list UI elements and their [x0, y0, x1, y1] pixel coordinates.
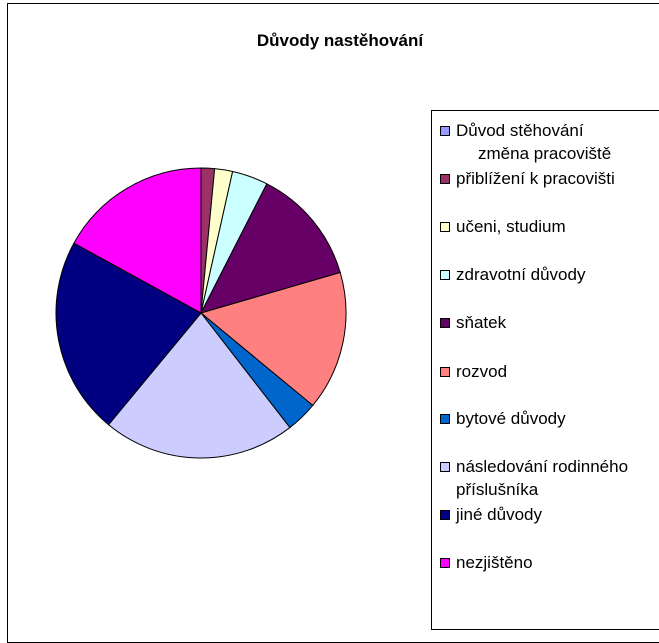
legend-label: zdravotní důvody	[456, 265, 586, 284]
chart-title: Důvody nastěhování	[256, 31, 424, 50]
legend-label: přiblížení k pracovišti	[456, 169, 615, 188]
pie-chart	[55, 167, 347, 459]
legend-swatch	[440, 367, 450, 377]
legend-label: Důvod stěhování	[456, 121, 584, 140]
legend-swatch	[440, 222, 450, 232]
legend: Důvod stěhování změna pracoviště přiblíž…	[431, 110, 659, 630]
pie-slice	[107, 312, 291, 459]
legend-swatch	[440, 510, 450, 520]
pie-slice	[55, 242, 202, 426]
legend-label: učeni, studium	[456, 217, 566, 236]
legend-swatch	[440, 318, 450, 328]
legend-label: nezjištěno	[456, 553, 533, 572]
legend-swatch	[440, 174, 450, 184]
legend-label: jiné důvody	[456, 505, 543, 524]
legend-label: sňatek	[456, 313, 507, 332]
pie-slice	[200, 183, 341, 314]
legend-swatch	[440, 414, 450, 424]
legend-swatch	[440, 462, 450, 472]
legend-label-line2: příslušníka	[456, 480, 539, 499]
legend-label: následování rodinného	[456, 457, 629, 476]
legend-label: bytové důvody	[456, 409, 566, 428]
legend-label: rozvod	[456, 362, 508, 381]
legend-label-line2: změna pracoviště	[478, 144, 612, 163]
legend-swatch	[440, 126, 450, 136]
legend-swatch	[440, 558, 450, 568]
pie-slice	[199, 271, 347, 407]
legend-swatch	[440, 270, 450, 280]
pie-slice	[73, 167, 202, 314]
